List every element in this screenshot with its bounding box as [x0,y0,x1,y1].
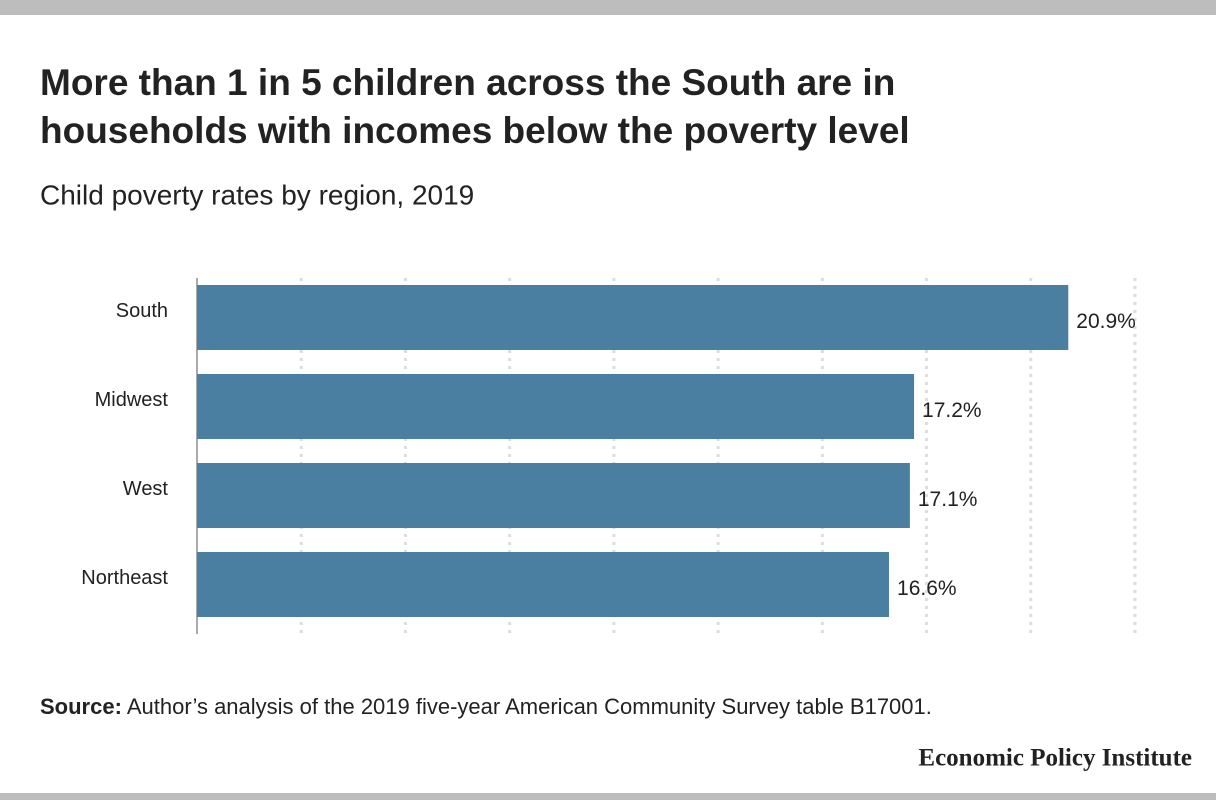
source: Source: Author’s analysis of the 2019 fi… [40,694,932,719]
value-label: 17.1% [918,488,978,511]
source-label: Source: [40,694,122,719]
source-text: Author’s analysis of the 2019 five-year … [127,694,932,719]
category-label: South [116,300,168,322]
chart-subtitle: Child poverty rates by region, 2019 [40,179,474,210]
bar [197,463,910,528]
bar [197,552,890,617]
publisher: Economic Policy Institute [918,745,1192,772]
chart-title: households with incomes below the povert… [40,110,910,151]
value-label: 20.9% [1076,310,1136,333]
category-label: Northeast [81,567,168,589]
category-label: Midwest [95,389,169,411]
category-label: West [123,478,169,500]
bar [197,374,915,439]
value-label: 16.6% [897,577,957,600]
chart-title: More than 1 in 5 children across the Sou… [40,62,895,103]
bottom-border [0,793,1216,800]
value-label: 17.2% [922,399,982,422]
bar [197,285,1069,350]
top-border [0,0,1216,15]
